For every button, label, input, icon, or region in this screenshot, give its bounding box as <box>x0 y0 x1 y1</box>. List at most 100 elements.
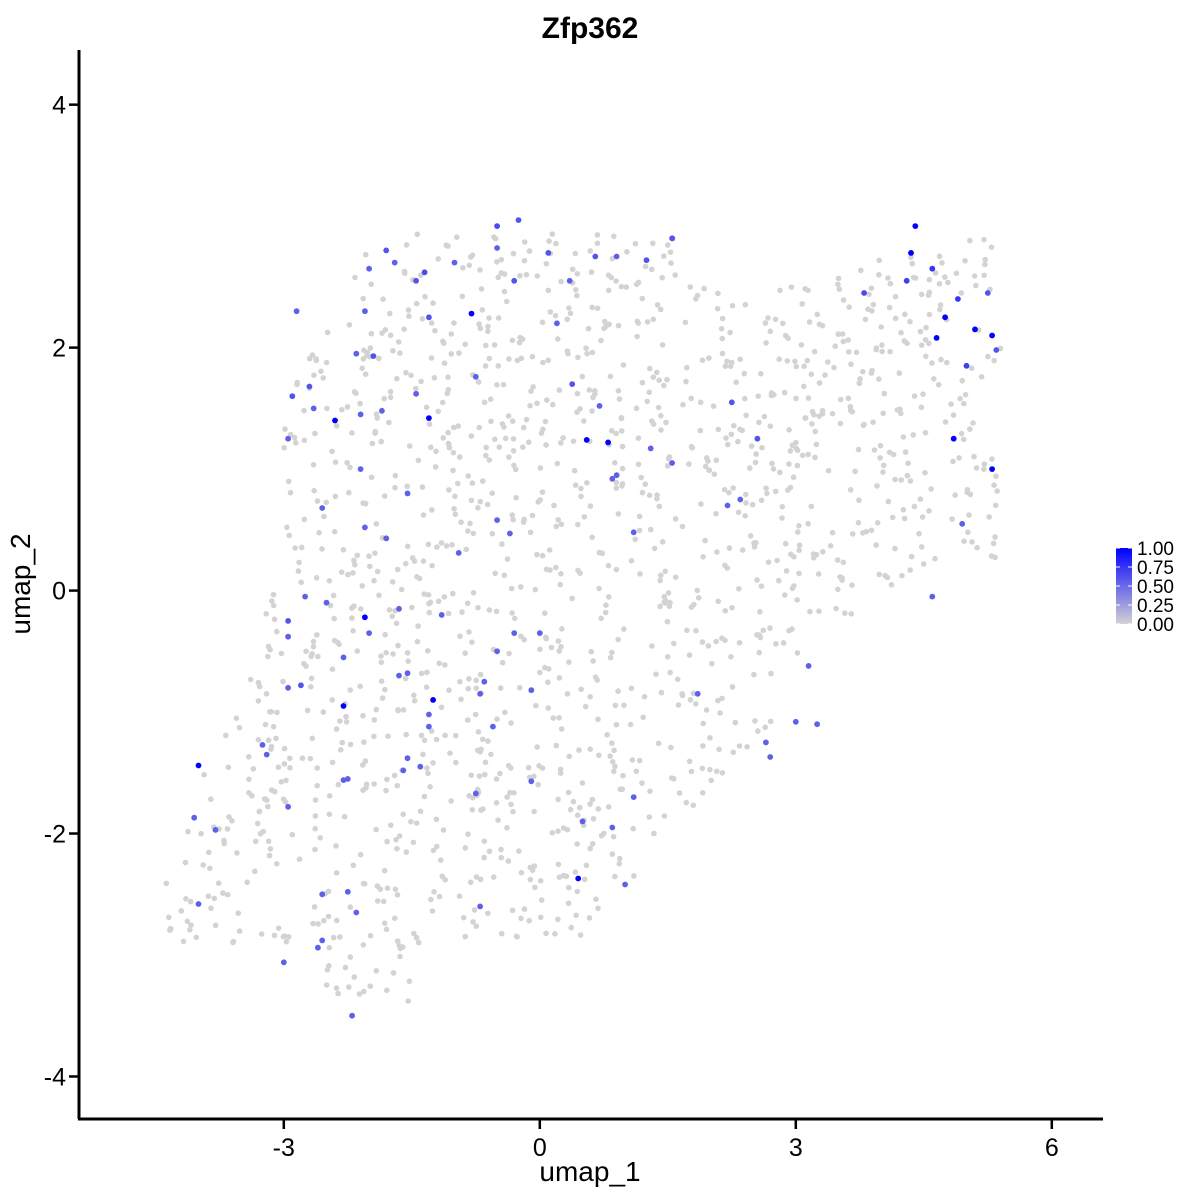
x-tick-label: 0 <box>533 1134 547 1162</box>
cell-point <box>702 463 709 470</box>
cell-point <box>520 424 527 431</box>
cell-point <box>347 954 354 960</box>
cell-point <box>909 260 916 267</box>
cell-point <box>430 300 436 306</box>
cell-point <box>233 715 240 721</box>
expressing-cell-point <box>963 362 970 369</box>
cell-point <box>545 357 552 364</box>
expressing-cell-point <box>494 223 500 230</box>
cell-point <box>576 747 582 753</box>
cell-point <box>847 487 854 493</box>
cell-point <box>304 707 311 714</box>
cell-point <box>282 799 289 805</box>
expressing-cell-point <box>596 403 603 409</box>
cell-point <box>435 256 442 262</box>
cell-point <box>879 342 885 348</box>
cell-point <box>613 485 620 491</box>
cell-point <box>323 359 330 366</box>
cell-point <box>549 830 556 836</box>
cell-point <box>430 847 437 854</box>
cell-point <box>301 407 307 414</box>
cell-point <box>616 396 623 402</box>
cell-point <box>612 702 619 709</box>
cell-point <box>439 873 446 880</box>
cell-point <box>958 430 965 437</box>
expressing-cell-point <box>426 711 432 718</box>
cell-point <box>425 648 431 654</box>
cell-point <box>581 514 588 520</box>
expressing-cell-point <box>353 909 360 916</box>
cell-point <box>608 274 614 281</box>
cell-point <box>589 349 596 356</box>
cell-point <box>371 717 378 723</box>
cell-point <box>876 571 882 578</box>
cell-point <box>465 831 471 837</box>
cell-point <box>789 626 795 632</box>
scatter-points <box>163 217 1004 1019</box>
expressing-cell-point <box>263 751 270 758</box>
cell-point <box>782 540 789 547</box>
cell-point <box>467 520 473 527</box>
cell-point <box>265 737 272 743</box>
cell-point <box>281 445 288 451</box>
cell-point <box>510 436 517 442</box>
cell-point <box>860 368 866 375</box>
cell-point <box>799 301 805 307</box>
cell-point <box>481 399 488 406</box>
cell-point <box>211 895 218 902</box>
cell-point <box>917 496 924 503</box>
cell-point <box>492 570 499 577</box>
cell-point <box>737 356 743 363</box>
cell-point <box>509 418 516 425</box>
cell-point <box>485 738 491 744</box>
cell-point <box>618 428 625 434</box>
cell-point <box>542 610 548 616</box>
cell-point <box>329 697 336 703</box>
expressing-cell-point <box>984 290 991 296</box>
expressing-cell-point <box>438 612 445 618</box>
cell-point <box>406 443 413 449</box>
cell-point <box>404 543 411 550</box>
cell-point <box>587 746 593 752</box>
cell-point <box>424 765 430 771</box>
cell-point <box>612 763 618 770</box>
cell-point <box>566 884 572 891</box>
cell-point <box>477 325 484 332</box>
cell-point <box>445 386 452 393</box>
cell-point <box>389 613 396 620</box>
cell-point <box>323 982 330 988</box>
cell-point <box>556 715 562 721</box>
cell-point <box>373 521 380 527</box>
cell-point <box>644 319 651 325</box>
cell-point <box>298 544 305 551</box>
cell-point <box>332 459 339 466</box>
cell-point <box>607 654 614 661</box>
cell-point <box>687 284 694 290</box>
cell-point <box>309 352 316 358</box>
cell-point <box>371 577 377 584</box>
cell-point <box>774 557 780 564</box>
cell-point <box>792 358 798 365</box>
cell-point <box>314 782 321 789</box>
expressing-cell-point <box>353 350 360 357</box>
cell-point <box>454 234 460 240</box>
expressing-cell-point <box>370 353 377 359</box>
cell-point <box>565 900 572 907</box>
cell-point <box>520 519 527 525</box>
cell-point <box>581 418 587 424</box>
cell-point <box>287 765 293 771</box>
cell-point <box>185 828 191 835</box>
cell-point <box>261 796 268 802</box>
cell-point <box>709 660 715 667</box>
cell-point <box>473 874 480 880</box>
cell-point <box>918 342 925 349</box>
cell-point <box>273 628 280 635</box>
cell-point <box>471 907 478 913</box>
expressing-cell-point <box>912 223 919 230</box>
cell-point <box>892 315 899 322</box>
cell-point <box>668 744 674 751</box>
cell-point <box>857 376 863 382</box>
cell-point <box>201 771 207 778</box>
cell-point <box>221 840 227 847</box>
cell-point <box>403 242 410 248</box>
